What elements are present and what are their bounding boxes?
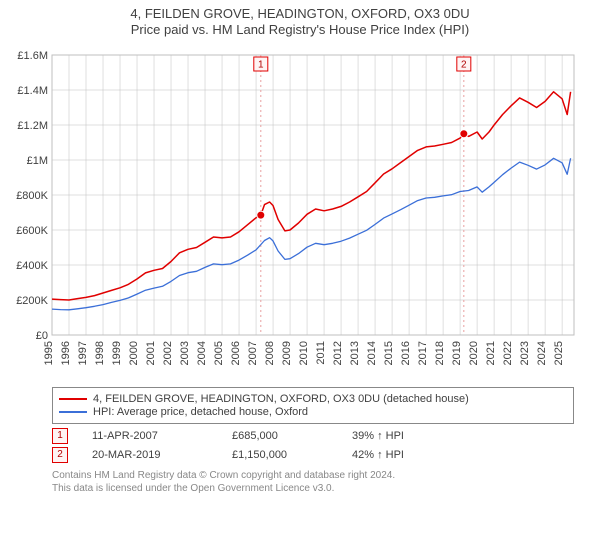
sale-date-2: 20-MAR-2019: [92, 449, 232, 461]
svg-text:2011: 2011: [315, 341, 327, 365]
svg-text:2002: 2002: [162, 341, 174, 365]
svg-text:2000: 2000: [128, 341, 140, 365]
svg-text:£1.2M: £1.2M: [17, 120, 48, 132]
footer-line-1: Contains HM Land Registry data © Crown c…: [52, 469, 574, 482]
legend-swatch-property: [59, 398, 87, 400]
svg-text:1996: 1996: [60, 341, 72, 365]
legend-label-property: 4, FEILDEN GROVE, HEADINGTON, OXFORD, OX…: [93, 393, 469, 405]
svg-text:2007: 2007: [247, 341, 259, 365]
svg-text:£1.4M: £1.4M: [17, 85, 48, 97]
svg-text:2001: 2001: [145, 341, 157, 365]
sale-hpi-2: 42% ↑ HPI: [352, 449, 404, 461]
arrow-up-icon: ↑: [377, 430, 383, 442]
svg-text:1999: 1999: [111, 341, 123, 365]
svg-text:1997: 1997: [77, 341, 89, 365]
svg-text:2015: 2015: [383, 341, 395, 365]
svg-text:1998: 1998: [94, 341, 106, 365]
arrow-up-icon: ↑: [377, 449, 383, 461]
chart-subtitle: Price paid vs. HM Land Registry's House …: [10, 22, 590, 38]
svg-text:2016: 2016: [400, 341, 412, 365]
svg-text:2020: 2020: [468, 341, 480, 365]
svg-text:2003: 2003: [179, 341, 191, 365]
svg-text:2022: 2022: [502, 341, 514, 365]
svg-text:£800K: £800K: [16, 190, 48, 202]
svg-text:2012: 2012: [332, 341, 344, 365]
legend-label-hpi: HPI: Average price, detached house, Oxfo…: [93, 406, 308, 418]
svg-text:1995: 1995: [43, 341, 55, 365]
svg-text:2: 2: [461, 59, 467, 70]
sale-hpi-label-2: HPI: [386, 449, 404, 461]
svg-text:2013: 2013: [349, 341, 361, 365]
legend-row-property: 4, FEILDEN GROVE, HEADINGTON, OXFORD, OX…: [59, 393, 567, 405]
svg-text:2014: 2014: [366, 341, 378, 365]
svg-text:£200K: £200K: [16, 295, 48, 307]
svg-text:2025: 2025: [553, 341, 565, 365]
sales-table: 1 11-APR-2007 £685,000 39% ↑ HPI 2 20-MA…: [52, 428, 574, 463]
footer-line-2: This data is licensed under the Open Gov…: [52, 482, 574, 495]
svg-text:2018: 2018: [434, 341, 446, 365]
sale-marker-1: 1: [52, 428, 68, 444]
footer: Contains HM Land Registry data © Crown c…: [52, 469, 574, 495]
legend-swatch-hpi: [59, 411, 87, 413]
sale-hpi-pct-1: 39%: [352, 430, 374, 442]
svg-text:£600K: £600K: [16, 225, 48, 237]
svg-text:1: 1: [258, 59, 264, 70]
svg-text:2017: 2017: [417, 341, 429, 365]
svg-text:2010: 2010: [298, 341, 310, 365]
svg-text:£1M: £1M: [27, 155, 48, 167]
sale-marker-2: 2: [52, 447, 68, 463]
svg-text:£1.6M: £1.6M: [17, 50, 48, 62]
sale-hpi-1: 39% ↑ HPI: [352, 430, 404, 442]
svg-text:£400K: £400K: [16, 260, 48, 272]
svg-text:2009: 2009: [281, 341, 293, 365]
sale-price-1: £685,000: [232, 430, 352, 442]
sale-date-1: 11-APR-2007: [92, 430, 232, 442]
svg-text:2019: 2019: [451, 341, 463, 365]
svg-text:2006: 2006: [230, 341, 242, 365]
legend: 4, FEILDEN GROVE, HEADINGTON, OXFORD, OX…: [52, 387, 574, 424]
svg-text:2024: 2024: [536, 341, 548, 365]
svg-text:2005: 2005: [213, 341, 225, 365]
line-chart: £0 £200K £400K £600K £800K £1M £1.2M £1.4M £1.6M…: [10, 43, 588, 383]
chart-area: £0 £200K £400K £600K £800K £1M £1.2M £1.4M £1.6M…: [10, 43, 590, 383]
legend-row-hpi: HPI: Average price, detached house, Oxfo…: [59, 406, 567, 418]
sales-row-1: 1 11-APR-2007 £685,000 39% ↑ HPI: [52, 428, 574, 444]
svg-text:2008: 2008: [264, 341, 276, 365]
sale-price-2: £1,150,000: [232, 449, 352, 461]
sales-row-2: 2 20-MAR-2019 £1,150,000 42% ↑ HPI: [52, 447, 574, 463]
svg-text:2004: 2004: [196, 341, 208, 365]
sale-hpi-label-1: HPI: [386, 430, 404, 442]
page-root: 4, FEILDEN GROVE, HEADINGTON, OXFORD, OX…: [0, 0, 600, 560]
svg-text:£0: £0: [36, 330, 48, 342]
chart-title: 4, FEILDEN GROVE, HEADINGTON, OXFORD, OX…: [10, 6, 590, 22]
svg-text:2023: 2023: [519, 341, 531, 365]
sale-hpi-pct-2: 42%: [352, 449, 374, 461]
svg-text:2021: 2021: [485, 341, 497, 365]
